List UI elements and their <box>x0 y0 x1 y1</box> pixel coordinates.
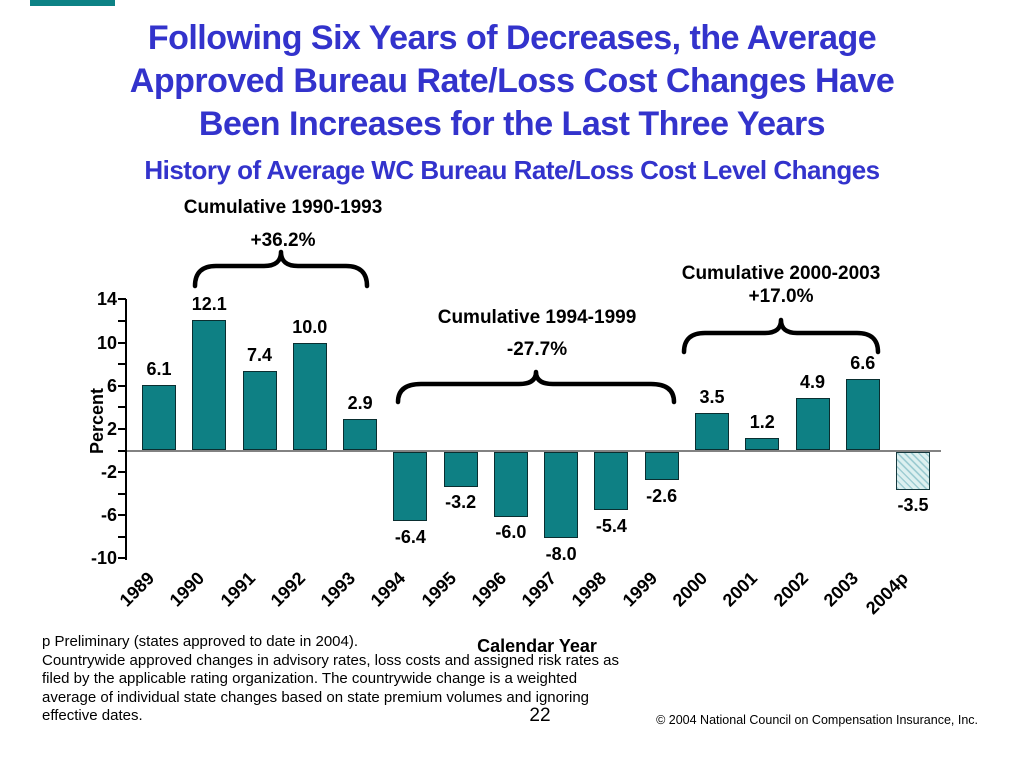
y-axis-tick <box>118 535 126 538</box>
x-axis-label-1990: 1990 <box>165 568 209 611</box>
brace-1994-1999 <box>395 369 677 405</box>
bar-2003 <box>845 379 880 451</box>
y-axis-tick <box>118 384 126 387</box>
annotation-label-2000-2003: Cumulative 2000-2003 <box>681 263 881 284</box>
x-axis-label-2002: 2002 <box>769 568 812 611</box>
annotation-value-1994-1999: -27.7% <box>506 339 568 360</box>
bar-1999 <box>644 452 679 481</box>
y-axis-tick-label: -6 <box>100 505 117 526</box>
x-axis-label-1998: 1998 <box>568 568 611 611</box>
y-axis-tick <box>118 514 126 517</box>
bar-2001 <box>745 437 780 451</box>
x-axis-label-1993: 1993 <box>316 568 360 611</box>
x-axis-label-2003: 2003 <box>819 568 862 611</box>
x-axis-label-1999: 1999 <box>618 568 661 611</box>
bar-1990 <box>192 319 227 451</box>
bar-1995 <box>443 452 478 487</box>
bar-value-1999: -2.6 <box>646 485 678 506</box>
bar-value-1997: -8.0 <box>545 543 577 564</box>
y-axis-tick-label: -10 <box>90 548 117 569</box>
y-axis-tick <box>118 492 126 495</box>
y-axis-tick-label: 6 <box>106 375 117 396</box>
x-axis-label-1994: 1994 <box>367 568 410 611</box>
bar-2004p <box>896 452 931 490</box>
bar-1992 <box>292 342 327 451</box>
brace-1990-1993 <box>192 249 370 289</box>
bar-1996 <box>493 452 528 517</box>
bar-value-2004p: -3.5 <box>897 495 929 516</box>
y-axis-tick <box>118 449 126 452</box>
slide-title: Following Six Years of Decreases, the Av… <box>129 19 895 143</box>
y-axis-tick <box>118 471 126 474</box>
annotation-value-2000-2003: +17.0% <box>748 286 814 307</box>
bar-value-1992: 10.0 <box>292 316 328 337</box>
y-axis-tick <box>118 298 126 301</box>
y-axis-tick <box>118 406 126 409</box>
x-axis-label-1995: 1995 <box>417 568 460 611</box>
brace-2000-2003 <box>681 317 881 355</box>
top-accent-bar <box>30 0 115 6</box>
bar-1989 <box>142 384 176 451</box>
y-axis-tick-label: 14 <box>96 289 117 310</box>
bar-1991 <box>242 370 277 451</box>
zero-baseline <box>127 450 941 452</box>
bar-1994 <box>393 452 428 522</box>
x-axis-label-1992: 1992 <box>266 568 309 611</box>
chart-title: History of Average WC Bureau Rate/Loss C… <box>144 155 880 185</box>
x-axis-label-1997: 1997 <box>517 568 561 611</box>
page-number: 22 <box>529 705 551 726</box>
bar-value-2003: 6.6 <box>850 353 876 374</box>
bar-value-1989: 6.1 <box>146 358 172 379</box>
annotation-label-1994-1999: Cumulative 1994-1999 <box>437 307 637 328</box>
footnote-text: p Preliminary (states approved to date i… <box>42 633 619 724</box>
bar-1998 <box>594 452 629 511</box>
y-axis-line <box>125 299 127 560</box>
bar-2000 <box>694 412 729 451</box>
x-axis-label-2000: 2000 <box>668 568 712 611</box>
bar-value-1990: 12.1 <box>191 293 227 314</box>
bar-value-2000: 3.5 <box>699 386 725 407</box>
y-axis-tick <box>118 427 126 430</box>
y-axis-tick <box>118 363 126 366</box>
bar-value-1996: -6.0 <box>495 522 527 543</box>
bar-value-2002: 4.9 <box>799 371 826 392</box>
y-axis-tick <box>118 341 126 344</box>
annotation-label-1990-1993: Cumulative 1990-1993 <box>183 197 383 218</box>
x-axis-label-1996: 1996 <box>467 568 511 611</box>
annotation-value-1990-1993: +36.2% <box>250 230 316 251</box>
bar-value-1998: -5.4 <box>595 515 627 536</box>
bar-value-2001: 1.2 <box>749 411 775 432</box>
y-axis-tick <box>118 320 126 323</box>
x-axis-label-1991: 1991 <box>216 568 259 611</box>
x-axis-label-2001: 2001 <box>718 568 762 611</box>
y-axis-tick-label: 2 <box>106 418 117 439</box>
bar-value-1995: -3.2 <box>445 492 477 513</box>
bar-2002 <box>795 397 830 451</box>
x-axis-title: Calendar Year <box>477 636 597 656</box>
bar-value-1991: 7.4 <box>247 344 273 365</box>
x-axis-label-1989: 1989 <box>115 568 159 611</box>
x-axis-label-2004p: 2004p <box>861 568 913 619</box>
y-axis-tick <box>118 557 126 560</box>
bar-1997 <box>544 452 579 539</box>
y-axis-tick-label: 10 <box>96 332 117 353</box>
copyright-text: © 2004 National Council on Compensation … <box>656 713 978 727</box>
bar-value-1993: 2.9 <box>347 393 373 414</box>
bar-1993 <box>343 419 378 451</box>
y-axis-tick-label: -2 <box>100 462 117 483</box>
bar-value-1994: -6.4 <box>394 526 426 547</box>
